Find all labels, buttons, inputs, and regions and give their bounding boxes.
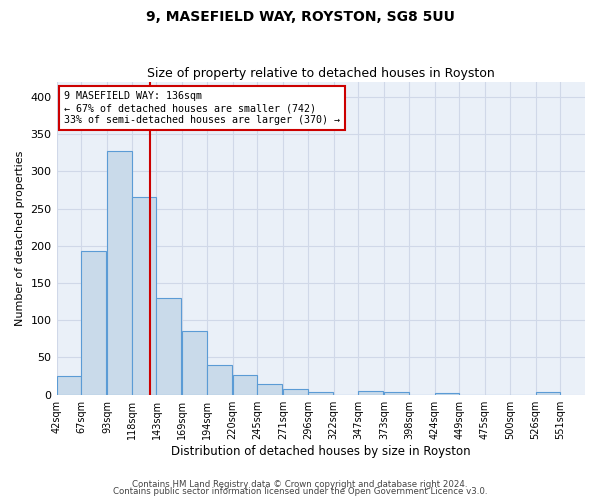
Bar: [207, 365, 232, 394]
Bar: [107, 152, 132, 394]
Text: 9 MASEFIELD WAY: 136sqm
← 67% of detached houses are smaller (742)
33% of semi-d: 9 MASEFIELD WAY: 136sqm ← 67% of detache…: [64, 92, 340, 124]
Text: Contains public sector information licensed under the Open Government Licence v3: Contains public sector information licen…: [113, 487, 487, 496]
Bar: [384, 392, 409, 394]
Text: Contains HM Land Registry data © Crown copyright and database right 2024.: Contains HM Land Registry data © Crown c…: [132, 480, 468, 489]
Bar: [358, 391, 383, 394]
Bar: [308, 392, 332, 394]
Y-axis label: Number of detached properties: Number of detached properties: [15, 150, 25, 326]
Bar: [157, 298, 181, 394]
X-axis label: Distribution of detached houses by size in Royston: Distribution of detached houses by size …: [171, 444, 470, 458]
Title: Size of property relative to detached houses in Royston: Size of property relative to detached ho…: [147, 66, 494, 80]
Bar: [182, 332, 207, 394]
Bar: [233, 374, 257, 394]
Bar: [257, 384, 282, 394]
Bar: [283, 389, 308, 394]
Bar: [56, 376, 81, 394]
Bar: [536, 392, 560, 394]
Bar: [132, 198, 157, 394]
Bar: [434, 393, 460, 394]
Bar: [81, 251, 106, 394]
Text: 9, MASEFIELD WAY, ROYSTON, SG8 5UU: 9, MASEFIELD WAY, ROYSTON, SG8 5UU: [146, 10, 454, 24]
